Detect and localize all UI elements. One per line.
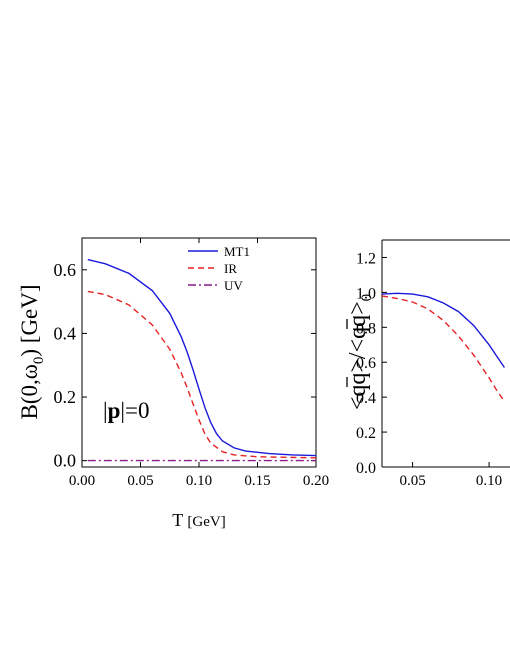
y-tick-label: 0.8	[356, 320, 376, 337]
x-tick-label: 0.10	[186, 473, 212, 489]
annotation-tail: |=0	[120, 398, 149, 423]
series-line-0	[381, 292, 505, 368]
left-x-tick-labels: 0.00 0.05 0.10 0.15 0.20	[69, 473, 329, 489]
left-x-label-var: T	[172, 510, 183, 530]
right-x-tick-labels: 0.05 0.10	[399, 473, 502, 489]
right-tick-marks	[382, 256, 490, 468]
left-y-axis-label: B(0,ω0) [GeV]	[17, 284, 47, 419]
right-series-lines	[381, 292, 505, 402]
right-y-label-main: <qq>/<qq>	[345, 301, 371, 410]
svg-text:<qq>/<qq>0: <qq>/<qq>0	[345, 294, 375, 410]
right-y-label-sub: 0	[359, 294, 375, 302]
right-panel: 0.0 0.2 0.4 0.6 0.8 1.0 1.2 0.05 0.10 <qq>/<qq>…	[345, 239, 510, 489]
x-tick-label: 0.15	[244, 473, 270, 489]
legend-label-uv: UV	[224, 278, 243, 293]
y-tick-label: 0.6	[356, 355, 376, 372]
y-tick-label: 0.4	[356, 390, 376, 407]
x-tick-label: 0.00	[69, 473, 95, 489]
y-tick-label: 1.2	[356, 250, 376, 267]
series-line-ir	[87, 290, 317, 459]
annotation-bar: |	[103, 398, 108, 423]
legend-label-ir: IR	[224, 261, 237, 276]
left-y-label-main: B(0,ω	[17, 364, 42, 419]
right-y-tick-labels: 0.0 0.2 0.4 0.6 0.8 1.0 1.2	[356, 250, 376, 477]
annotation-bold: p	[108, 398, 121, 423]
x-tick-label: 0.10	[476, 473, 502, 489]
left-tick-marks	[81, 238, 317, 467]
left-panel: 0.00.20.40.6 0.00 0.05 0.10 0.15 0.20 B(0,ω0…	[17, 237, 329, 530]
y-tick-label: 1.0	[356, 285, 376, 302]
left-y-tick-labels: 0.0 0.2 0.4 0.6	[54, 260, 77, 471]
y-tick-label: 0.0	[356, 460, 376, 477]
y-tick-label: 0.2	[356, 425, 376, 442]
y-tick-label: 0.0	[54, 451, 77, 471]
y-tick-label: 0.4	[54, 323, 77, 343]
series-line-1	[381, 295, 505, 402]
right-y-axis-label: <qq>/<qq>0	[345, 294, 375, 410]
y-tick-label: 0.6	[54, 260, 77, 280]
series-line-mt1	[87, 258, 317, 457]
left-y-label-tail: ) [GeV]	[17, 284, 42, 356]
left-x-label-unit: [GeV]	[187, 514, 225, 530]
x-tick-label: 0.20	[303, 473, 329, 489]
left-x-axis-label: T [GeV]	[172, 510, 226, 530]
left-series-lines	[87, 258, 317, 462]
legend: MT1 IR UV	[188, 244, 250, 293]
y-tick-label: 0.2	[54, 387, 77, 407]
x-tick-label: 0.05	[127, 473, 153, 489]
left-y-label-sub: 0	[31, 357, 47, 365]
momentum-annotation: |p|=0	[103, 398, 149, 423]
left-plot-frame	[81, 237, 317, 468]
legend-label-mt1: MT1	[224, 244, 250, 259]
x-tick-label: 0.05	[399, 473, 425, 489]
